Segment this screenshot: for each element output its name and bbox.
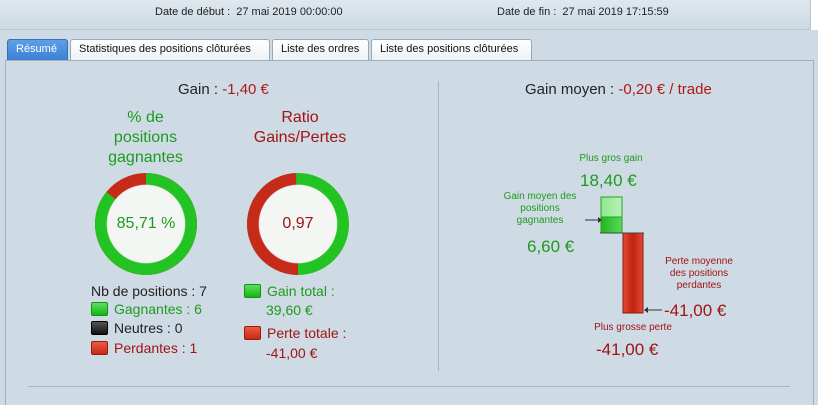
neutral-positions: Neutres : 0 xyxy=(91,320,182,336)
bottom-divider xyxy=(28,386,790,387)
max-gain-bar xyxy=(600,196,623,218)
red-swatch xyxy=(244,326,261,340)
win-arc xyxy=(95,173,197,275)
win-rate-value: 85,71 % xyxy=(116,215,176,232)
ratio-value: 0,97 xyxy=(282,215,314,232)
green-swatch xyxy=(244,284,261,298)
avg-gain-bar xyxy=(600,216,623,234)
total-gain-value: 39,60 € xyxy=(266,302,313,318)
avg-loss-value: -41,00 € xyxy=(664,301,727,320)
end-date: Date de fin :27 mai 2019 17:15:59 xyxy=(497,6,669,18)
win-rate-title: % de positions gagnantes xyxy=(108,109,183,166)
positions-count: Nb de positions : 7 xyxy=(91,283,207,299)
losing-positions: Perdantes : 1 xyxy=(91,340,197,356)
max-loss-value: -41,00 € xyxy=(596,340,659,359)
tab-resume[interactable]: Résumé xyxy=(7,39,68,61)
total-loss: Perte totale : xyxy=(244,325,346,341)
total-gain: Gain total : xyxy=(244,283,335,299)
avg-gain-value: 6,60 € xyxy=(527,237,575,256)
max-gain-value: 18,40 € xyxy=(580,171,637,190)
win-rate-donut xyxy=(95,173,197,275)
tab-closed-positions-list[interactable]: Liste des positions clôturées xyxy=(371,39,532,60)
green-swatch xyxy=(91,302,108,316)
total-loss-value: -41,00 € xyxy=(266,345,318,361)
red-swatch xyxy=(91,341,108,355)
black-swatch xyxy=(91,321,108,335)
tab-orders-list[interactable]: Liste des ordres xyxy=(272,39,369,60)
donut-center xyxy=(253,179,343,269)
start-date: Date de début :27 mai 2019 00:00:00 xyxy=(155,6,343,18)
window-edge xyxy=(810,0,818,30)
avg-gain-label: Gain moyen des positions gagnantes xyxy=(503,191,577,226)
loss-bar xyxy=(622,232,644,314)
ratio-title: Ratio Gains/Pertes xyxy=(253,109,347,146)
gain-heading: Gain : -1,40 € xyxy=(178,81,269,98)
section-divider xyxy=(438,81,439,371)
gain-loss-bars xyxy=(585,196,662,314)
ratio-donut xyxy=(247,173,349,275)
tab-closed-positions-stats[interactable]: Statistiques des positions clôturées xyxy=(70,39,270,60)
max-loss-label: Plus grosse perte xyxy=(594,322,672,333)
donut-center xyxy=(101,179,191,269)
avg-loss-label: Perte moyenne des positions perdantes xyxy=(665,256,733,291)
average-gain-heading: Gain moyen : -0,20 € / trade xyxy=(525,81,712,98)
winning-positions: Gagnantes : 6 xyxy=(91,301,202,317)
loss-arc xyxy=(247,173,349,275)
date-range-bar: Date de début :27 mai 2019 00:00:00 Date… xyxy=(0,0,818,30)
max-gain-label: Plus gros gain xyxy=(579,153,643,164)
